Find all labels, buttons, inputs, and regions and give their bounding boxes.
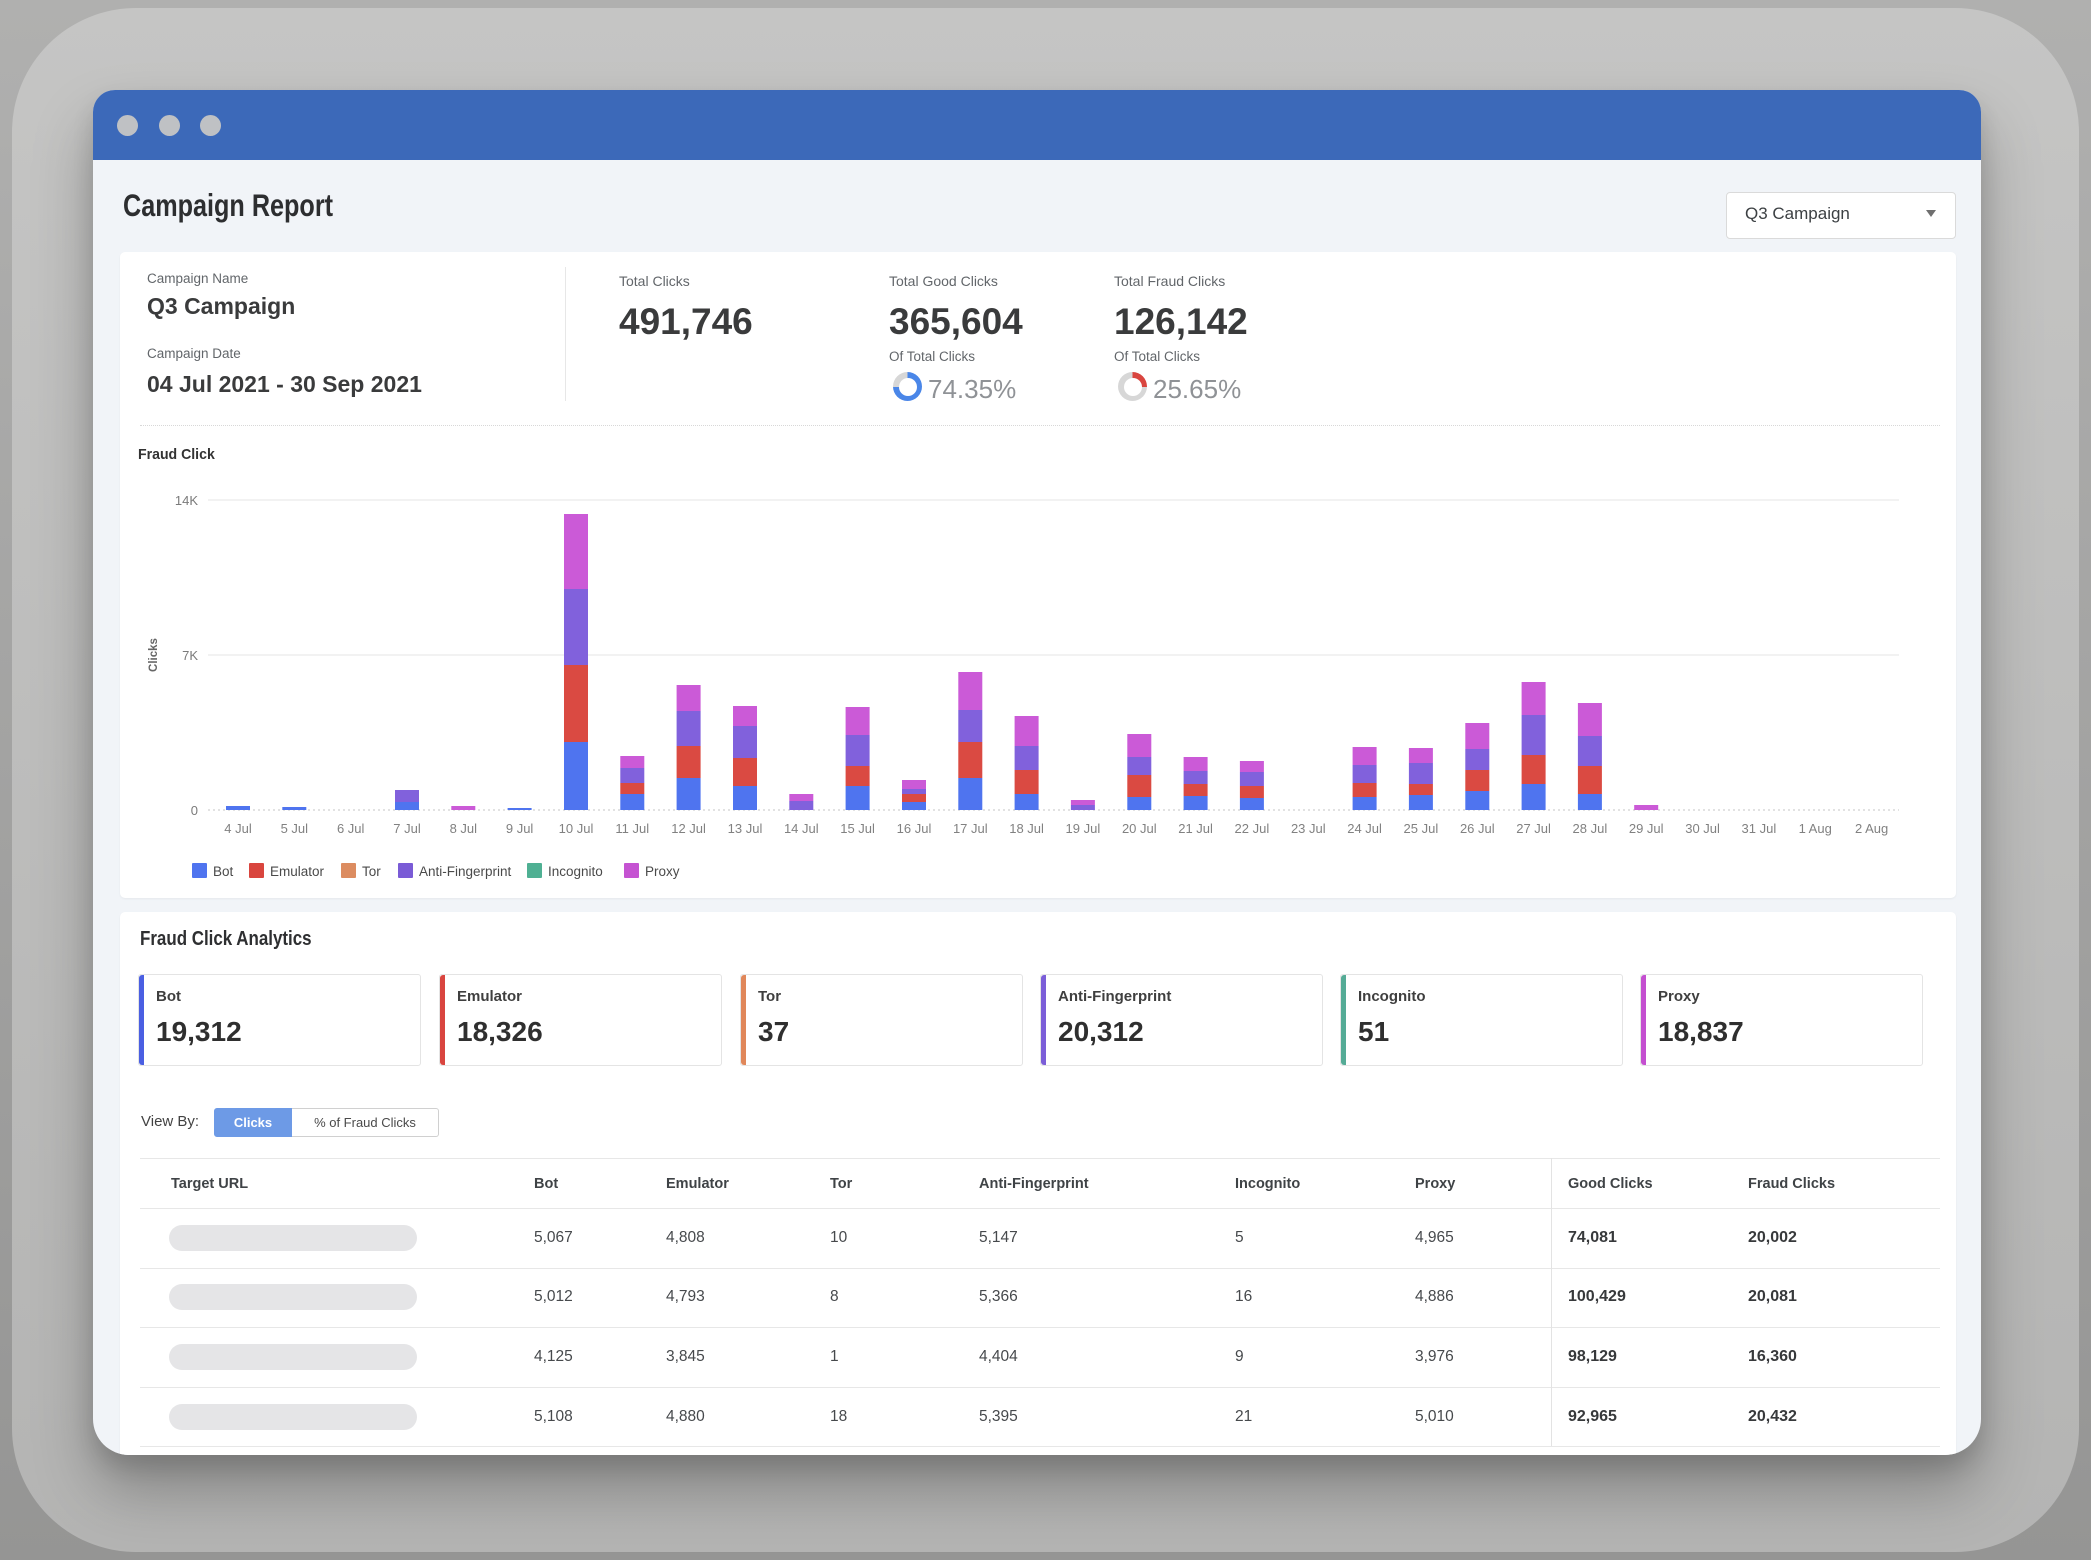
svg-text:29 Jul: 29 Jul xyxy=(1629,821,1664,836)
svg-text:4 Jul: 4 Jul xyxy=(224,821,252,836)
svg-text:Proxy: Proxy xyxy=(645,864,680,879)
svg-text:11 Jul: 11 Jul xyxy=(615,821,649,836)
svg-text:Bot: Bot xyxy=(213,864,234,879)
svg-text:15 Jul: 15 Jul xyxy=(840,821,875,836)
svg-text:12 Jul: 12 Jul xyxy=(671,821,706,836)
svg-text:14K: 14K xyxy=(175,493,198,508)
svg-text:24 Jul: 24 Jul xyxy=(1347,821,1382,836)
svg-text:10 Jul: 10 Jul xyxy=(559,821,594,836)
svg-text:Incognito: Incognito xyxy=(548,864,603,879)
svg-text:Anti-Fingerprint: Anti-Fingerprint xyxy=(419,864,512,879)
svg-text:16 Jul: 16 Jul xyxy=(897,821,932,836)
svg-text:25 Jul: 25 Jul xyxy=(1404,821,1439,836)
svg-text:2 Aug: 2 Aug xyxy=(1855,821,1888,836)
svg-text:Clicks: Clicks xyxy=(148,638,160,672)
svg-text:27 Jul: 27 Jul xyxy=(1516,821,1551,836)
svg-text:22 Jul: 22 Jul xyxy=(1235,821,1270,836)
svg-text:Emulator: Emulator xyxy=(270,864,325,879)
svg-text:8 Jul: 8 Jul xyxy=(450,821,478,836)
svg-text:21 Jul: 21 Jul xyxy=(1178,821,1213,836)
svg-text:18 Jul: 18 Jul xyxy=(1009,821,1044,836)
svg-text:30 Jul: 30 Jul xyxy=(1685,821,1720,836)
svg-text:19 Jul: 19 Jul xyxy=(1066,821,1101,836)
svg-text:17 Jul: 17 Jul xyxy=(953,821,988,836)
svg-text:20 Jul: 20 Jul xyxy=(1122,821,1157,836)
svg-text:Tor: Tor xyxy=(362,864,381,879)
svg-text:9 Jul: 9 Jul xyxy=(506,821,534,836)
svg-text:0: 0 xyxy=(191,803,198,818)
svg-text:7K: 7K xyxy=(182,648,198,663)
svg-text:13 Jul: 13 Jul xyxy=(728,821,763,836)
svg-text:31 Jul: 31 Jul xyxy=(1742,821,1777,836)
svg-text:1 Aug: 1 Aug xyxy=(1799,821,1832,836)
svg-text:28 Jul: 28 Jul xyxy=(1573,821,1608,836)
svg-text:26 Jul: 26 Jul xyxy=(1460,821,1495,836)
svg-text:14 Jul: 14 Jul xyxy=(784,821,819,836)
svg-text:5 Jul: 5 Jul xyxy=(281,821,309,836)
svg-text:7 Jul: 7 Jul xyxy=(393,821,421,836)
svg-text:6 Jul: 6 Jul xyxy=(337,821,365,836)
svg-text:23 Jul: 23 Jul xyxy=(1291,821,1326,836)
